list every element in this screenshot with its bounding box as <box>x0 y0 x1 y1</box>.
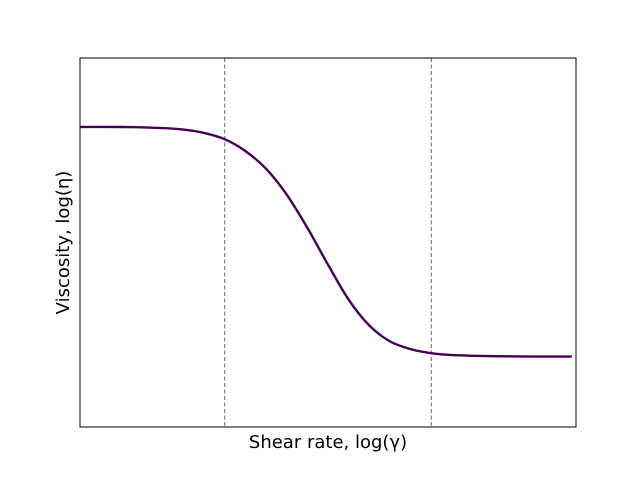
viscosity-curve-line <box>79 125 572 358</box>
x-axis-label: Shear rate, log(γ) <box>249 432 407 453</box>
plot-frame <box>79 57 577 428</box>
y-axis-label: Viscosity, log(η) <box>53 171 74 315</box>
plot-layer <box>79 58 572 427</box>
